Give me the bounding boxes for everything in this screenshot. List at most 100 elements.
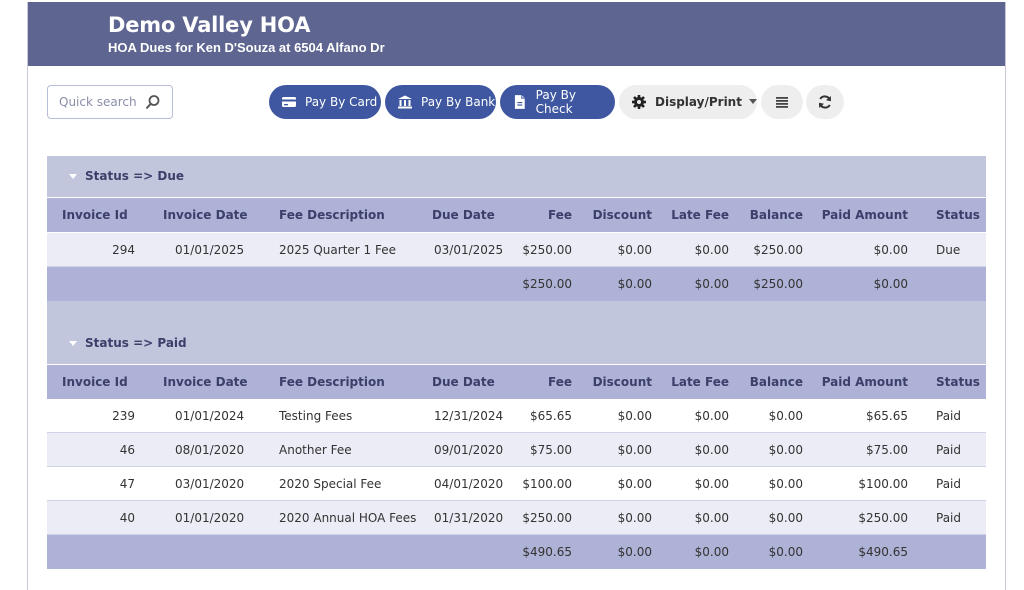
- paid-amount: $0.00: [873, 243, 908, 257]
- fee-description: Another Fee: [279, 443, 352, 457]
- due-date: 01/31/2020: [434, 511, 504, 525]
- invoice-id: 47: [119, 477, 135, 491]
- column-header[interactable]: Invoice Date: [163, 208, 248, 222]
- paid-amount: $100.00: [858, 477, 908, 491]
- invoice-id: 239: [112, 409, 135, 423]
- column-header[interactable]: Discount: [592, 208, 652, 222]
- pay-by-card-button[interactable]: Pay By Card: [269, 85, 381, 119]
- column-header[interactable]: Fee Description: [279, 375, 385, 389]
- page-subtitle: HOA Dues for Ken D'Souza at 6504 Alfano …: [108, 40, 385, 55]
- balance: $0.00: [768, 443, 803, 457]
- column-header[interactable]: Invoice Date: [163, 375, 248, 389]
- table-row[interactable]: 46 08/01/2020 Another Fee 09/01/2020 $75…: [47, 433, 986, 467]
- totals-row: $490.65 $0.00 $0.00 $0.00 $490.65: [47, 535, 986, 569]
- invoice-date: 08/01/2020: [175, 443, 245, 457]
- document-icon: [514, 95, 525, 109]
- column-header[interactable]: Paid Amount: [821, 375, 908, 389]
- due-date: 04/01/2020: [434, 477, 504, 491]
- search-placeholder: Quick search: [59, 95, 137, 109]
- invoice-date: 01/01/2020: [175, 511, 245, 525]
- group-label: Status => Due: [85, 169, 185, 183]
- status: Paid: [936, 511, 962, 525]
- discount-total: $0.00: [617, 545, 652, 559]
- table-row[interactable]: 239 01/01/2024 Testing Fees 12/31/2024 $…: [47, 399, 986, 433]
- fee-description: 2020 Annual HOA Fees: [279, 511, 417, 525]
- column-header-row: Invoice Id Invoice Date Fee Description …: [47, 198, 986, 232]
- table-row[interactable]: 47 03/01/2020 2020 Special Fee 04/01/202…: [47, 467, 986, 501]
- page-title: Demo Valley HOA: [108, 13, 311, 37]
- late-fee: $0.00: [694, 243, 729, 257]
- balance: $0.00: [768, 477, 803, 491]
- discount: $0.00: [617, 443, 652, 457]
- fee-description: 2020 Special Fee: [279, 477, 382, 491]
- column-header[interactable]: Balance: [749, 208, 803, 222]
- columns-list-button[interactable]: [761, 85, 803, 119]
- column-header[interactable]: Status: [936, 208, 980, 222]
- collapse-triangle-icon[interactable]: [69, 341, 77, 346]
- discount: $0.00: [617, 477, 652, 491]
- pay-by-check-label: Pay By Check: [535, 88, 576, 116]
- pay-by-card-label: Pay By Card: [305, 95, 378, 109]
- fee-description: 2025 Quarter 1 Fee: [279, 243, 396, 257]
- late-fee-total: $0.00: [694, 545, 729, 559]
- column-header[interactable]: Invoice Id: [62, 375, 128, 389]
- search-input[interactable]: Quick search: [47, 85, 173, 119]
- fee: $250.00: [522, 511, 572, 525]
- fee: $100.00: [522, 477, 572, 491]
- late-fee: $0.00: [694, 443, 729, 457]
- column-header[interactable]: Fee: [548, 375, 572, 389]
- group-label: Status => Paid: [85, 336, 187, 350]
- paid-amount-total: $490.65: [858, 545, 908, 559]
- totals-row: $250.00 $0.00 $0.00 $250.00 $0.00: [47, 267, 986, 301]
- status: Paid: [936, 477, 962, 491]
- group-header-paid[interactable]: Status => Paid: [47, 301, 986, 364]
- late-fee-total: $0.00: [694, 277, 729, 291]
- display-print-button[interactable]: Display/Print: [619, 85, 757, 119]
- fee-description: Testing Fees: [279, 409, 353, 423]
- list-icon: [776, 97, 788, 108]
- late-fee: $0.00: [694, 477, 729, 491]
- column-header[interactable]: Late Fee: [671, 208, 729, 222]
- fee-total: $250.00: [522, 277, 572, 291]
- search-icon[interactable]: [145, 94, 161, 110]
- column-header[interactable]: Discount: [592, 375, 652, 389]
- column-header[interactable]: Fee Description: [279, 208, 385, 222]
- column-header[interactable]: Invoice Id: [62, 208, 128, 222]
- table-row[interactable]: 40 01/01/2020 2020 Annual HOA Fees 01/31…: [47, 501, 986, 535]
- discount-total: $0.00: [617, 277, 652, 291]
- page-frame: [27, 2, 1006, 590]
- refresh-icon: [819, 95, 831, 109]
- bank-icon: [398, 95, 412, 109]
- column-header-row: Invoice Id Invoice Date Fee Description …: [47, 365, 986, 399]
- page-header: Demo Valley HOA HOA Dues for Ken D'Souza…: [28, 2, 1005, 66]
- group-header-due[interactable]: Status => Due: [47, 156, 986, 197]
- balance: $0.00: [768, 409, 803, 423]
- status: Due: [936, 243, 961, 257]
- status: Paid: [936, 443, 962, 457]
- column-header[interactable]: Fee: [548, 208, 572, 222]
- balance-total: $0.00: [768, 545, 803, 559]
- collapse-triangle-icon[interactable]: [69, 174, 77, 179]
- column-header[interactable]: Due Date: [432, 375, 495, 389]
- column-header[interactable]: Status: [936, 375, 980, 389]
- invoice-id: 40: [119, 511, 135, 525]
- chevron-down-icon: [748, 99, 757, 104]
- column-header[interactable]: Balance: [749, 375, 803, 389]
- table-row[interactable]: 294 01/01/2025 2025 Quarter 1 Fee 03/01/…: [47, 233, 986, 267]
- balance: $0.00: [768, 511, 803, 525]
- invoice-id: 294: [112, 243, 135, 257]
- fee-total: $490.65: [522, 545, 572, 559]
- column-header[interactable]: Due Date: [432, 208, 495, 222]
- paid-amount-total: $0.00: [873, 277, 908, 291]
- pay-by-check-button[interactable]: Pay By Check: [500, 85, 615, 119]
- refresh-button[interactable]: [806, 85, 844, 119]
- display-print-label: Display/Print: [655, 95, 742, 109]
- discount: $0.00: [617, 243, 652, 257]
- column-header[interactable]: Paid Amount: [821, 208, 908, 222]
- paid-amount: $65.65: [866, 409, 908, 423]
- status: Paid: [936, 409, 962, 423]
- invoice-id: 46: [119, 443, 135, 457]
- column-header[interactable]: Late Fee: [671, 375, 729, 389]
- late-fee: $0.00: [694, 409, 729, 423]
- pay-by-bank-button[interactable]: Pay By Bank: [385, 85, 496, 119]
